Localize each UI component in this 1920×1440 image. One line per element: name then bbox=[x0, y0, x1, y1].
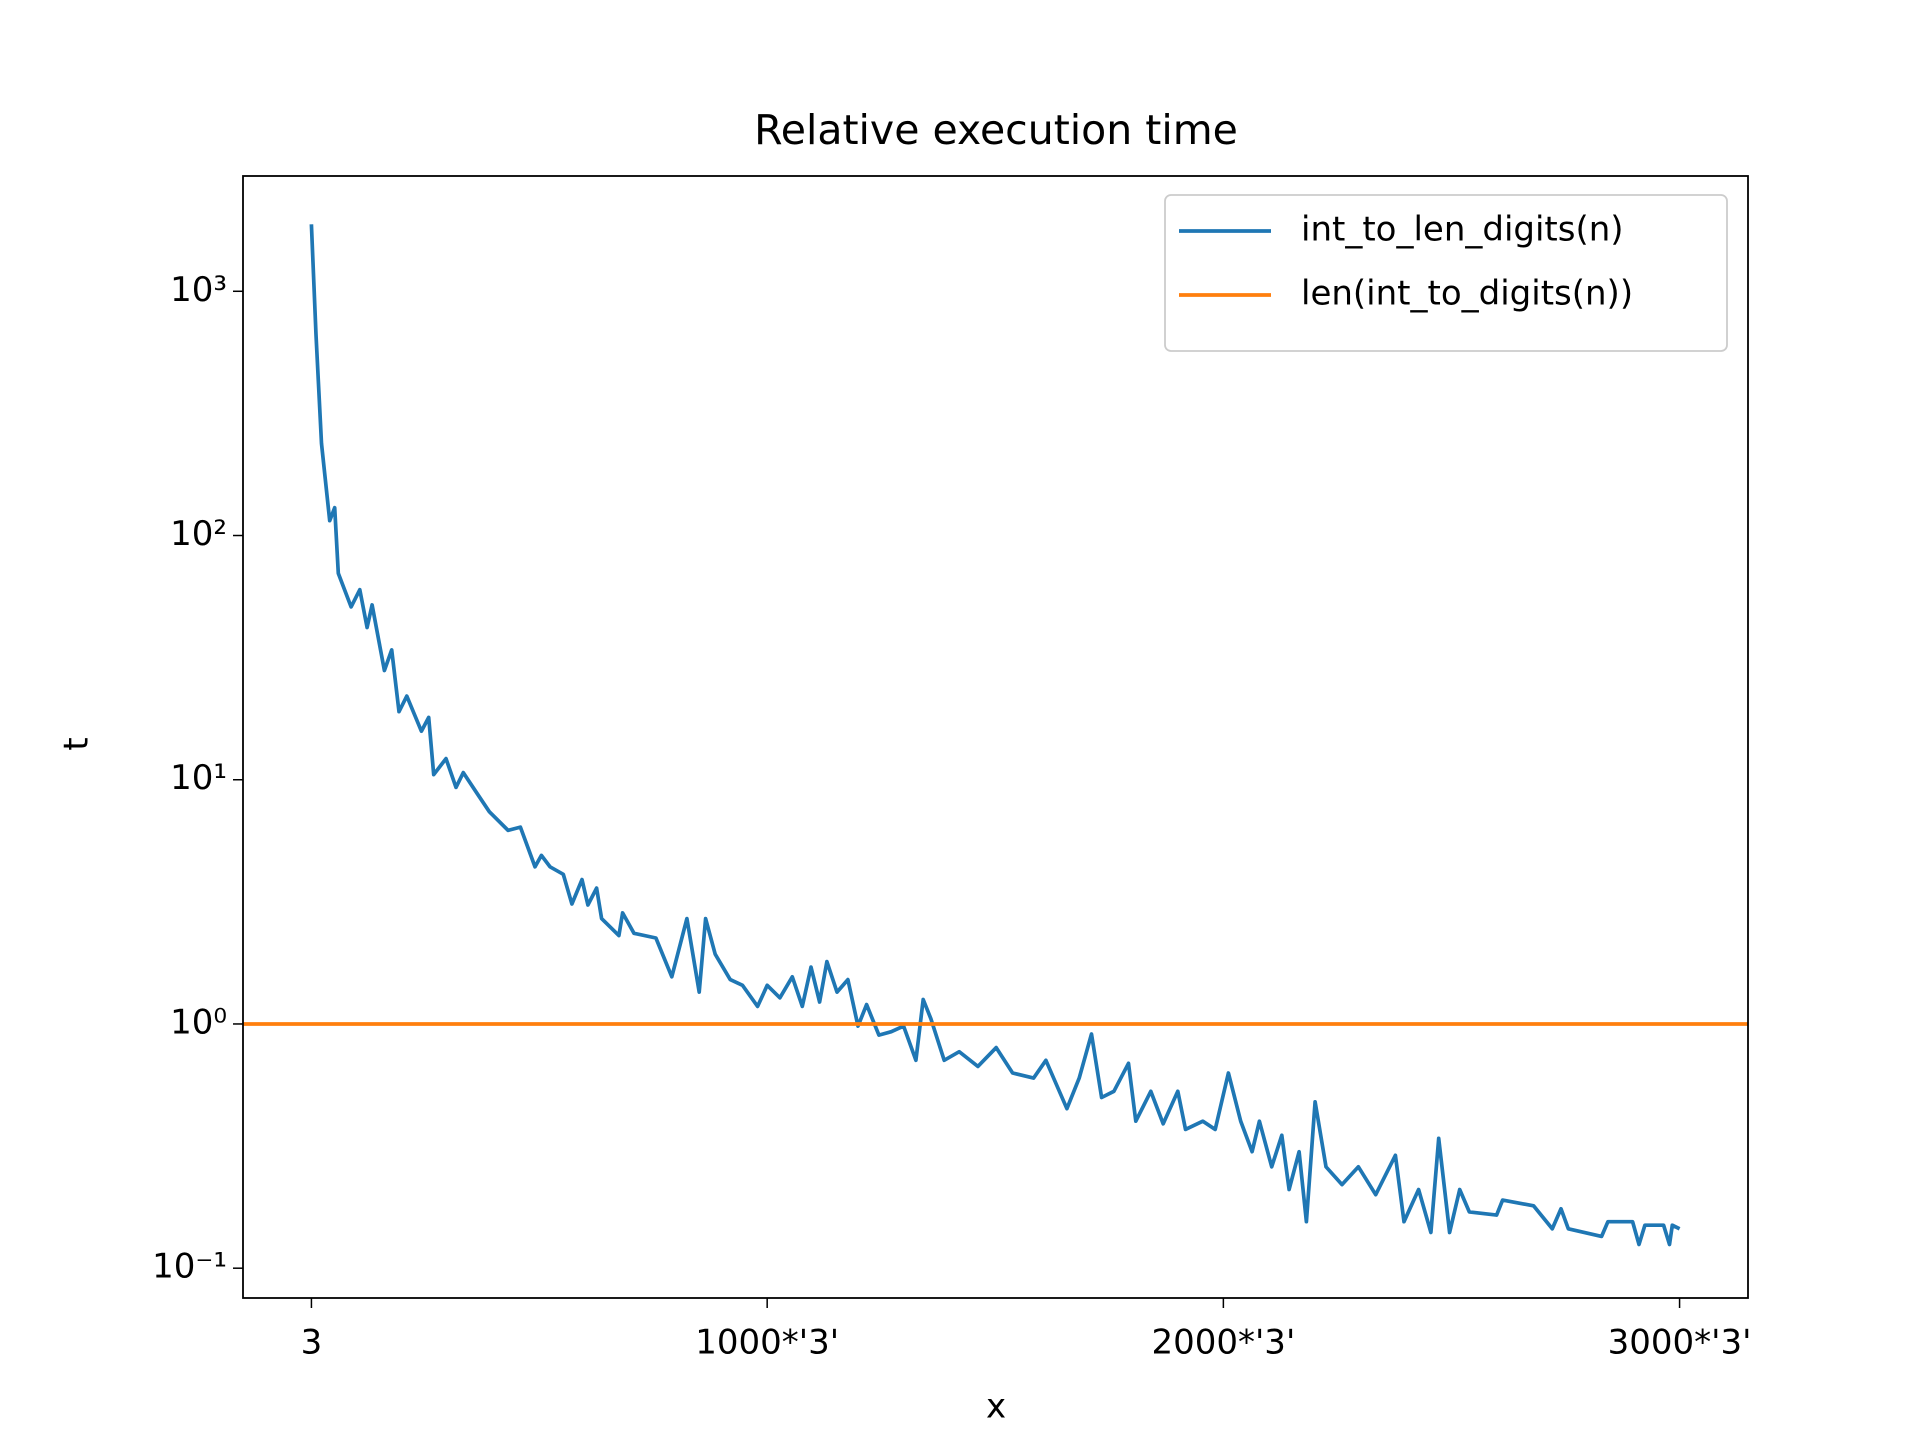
y-tick-label: 10² bbox=[170, 514, 227, 554]
data-line bbox=[309, 224, 1681, 1247]
x-tick-label: 3 bbox=[301, 1323, 323, 1363]
y-tick-label: 10⁰ bbox=[170, 1002, 227, 1042]
y-tick-label: 10³ bbox=[170, 270, 227, 310]
x-tick-label: 2000*'3' bbox=[1151, 1323, 1295, 1363]
legend-box bbox=[1164, 194, 1728, 352]
x-axis-label: x bbox=[986, 1387, 1006, 1427]
chart-title: Relative execution time bbox=[754, 106, 1238, 154]
legend-label: int_to_len_digits(n) bbox=[1301, 210, 1624, 250]
plot-frame bbox=[242, 175, 1749, 1299]
legend-label: len(int_to_digits(n)) bbox=[1301, 274, 1633, 314]
x-tick-label: 3000*'3' bbox=[1608, 1323, 1752, 1363]
y-tick-label: 10⁻¹ bbox=[152, 1247, 227, 1287]
y-tick-label: 10¹ bbox=[170, 758, 227, 798]
y-axis-label: t bbox=[57, 737, 97, 750]
x-tick-label: 1000*'3' bbox=[695, 1323, 839, 1363]
